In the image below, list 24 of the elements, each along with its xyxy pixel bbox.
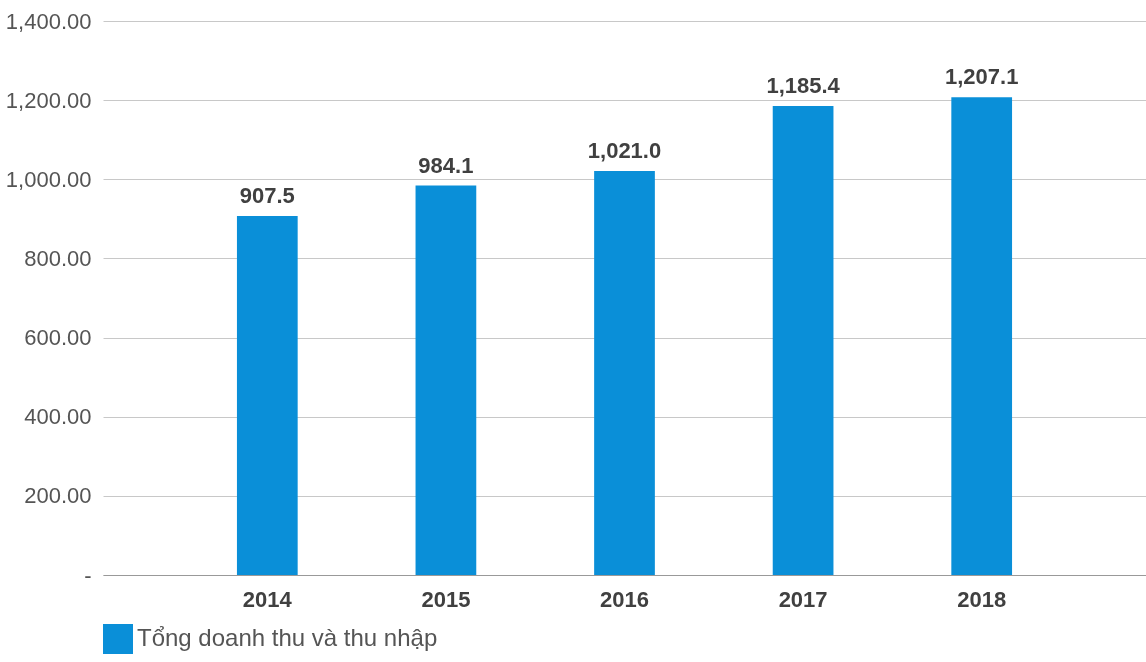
y-tick-label: 800.00 — [24, 245, 92, 271]
x-tick-label: 2017 — [778, 586, 828, 612]
text: 1,207.1 — [944, 64, 1019, 90]
legend-label: Tổng doanh thu và thu nhập — [137, 624, 438, 651]
bar — [772, 105, 834, 575]
text: 1,185.4 — [766, 72, 840, 98]
bar — [951, 97, 1013, 575]
bar — [236, 215, 298, 575]
y-tick-label: 1,200.00 — [5, 87, 92, 113]
x-tick-label: 2014 — [242, 586, 293, 612]
x-tick-label: 2015 — [421, 586, 471, 612]
bar — [415, 185, 477, 575]
y-tick-label: 600.00 — [24, 325, 92, 351]
y-tick-label: 1,400.00 — [5, 8, 92, 34]
y-tick-label: 200.00 — [24, 483, 92, 509]
text: 907.5 — [239, 182, 295, 208]
text: 984.1 — [418, 152, 474, 178]
y-tick-label: 400.00 — [24, 404, 92, 430]
text: 1,021.0 — [587, 137, 662, 163]
y-tick-label: 1,000.00 — [5, 166, 92, 192]
x-tick-label: 2016 — [600, 586, 649, 612]
bar — [594, 170, 655, 575]
x-tick-label: 2018 — [957, 586, 1007, 612]
y-tick-label: - — [84, 562, 92, 588]
